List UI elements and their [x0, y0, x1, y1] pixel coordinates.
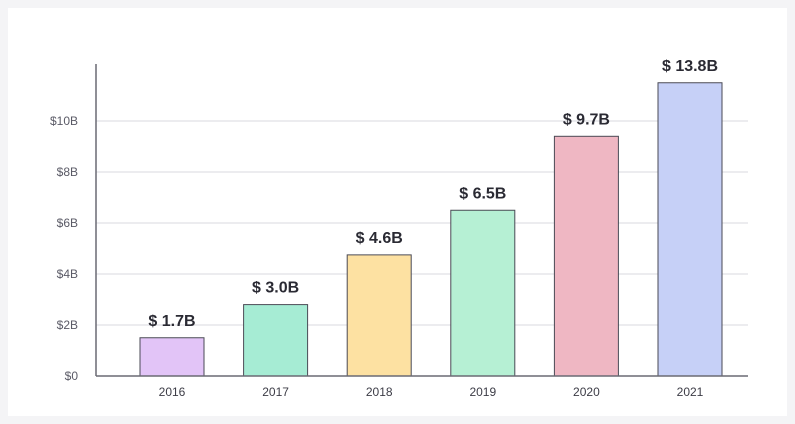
bar-2020: [553, 135, 619, 377]
x-tick-label: 2017: [262, 385, 289, 399]
x-tick-label: 2020: [573, 385, 600, 399]
y-tick-label: $10B: [50, 114, 78, 128]
bar-2018: [346, 254, 412, 377]
gridlines: [96, 120, 748, 326]
bar-2019: [450, 209, 516, 377]
y-tick-label: $2B: [57, 318, 78, 332]
x-tick-label: 2016: [159, 385, 186, 399]
bar-2017: [243, 304, 309, 377]
y-tick-label: $6B: [57, 216, 78, 230]
data-label: $ 3.0B: [252, 280, 299, 297]
data-label: $ 9.7B: [563, 111, 610, 128]
data-label: $ 4.6B: [356, 230, 403, 247]
y-tick-label: $4B: [57, 267, 78, 281]
bar-2021: [657, 82, 723, 377]
x-axis-ticks: 2016 2017 2018 2019 2020 2021: [159, 385, 704, 399]
x-tick-label: 2018: [366, 385, 393, 399]
data-labels: $ 1.7B $ 3.0B $ 4.6B $ 6.5B $ 9.7B $ 13.8B: [148, 58, 718, 330]
data-label: $ 1.7B: [148, 313, 195, 330]
data-label: $ 13.8B: [662, 58, 718, 75]
y-tick-label: $8B: [57, 165, 78, 179]
y-axis-ticks: $0 $2B $4B $6B $8B $10B: [50, 114, 78, 383]
bars: [139, 82, 723, 377]
data-label: $ 6.5B: [459, 185, 506, 202]
x-tick-label: 2021: [677, 385, 704, 399]
y-tick-label: $0: [65, 369, 79, 383]
bar-2016: [139, 337, 205, 377]
x-tick-label: 2019: [469, 385, 496, 399]
